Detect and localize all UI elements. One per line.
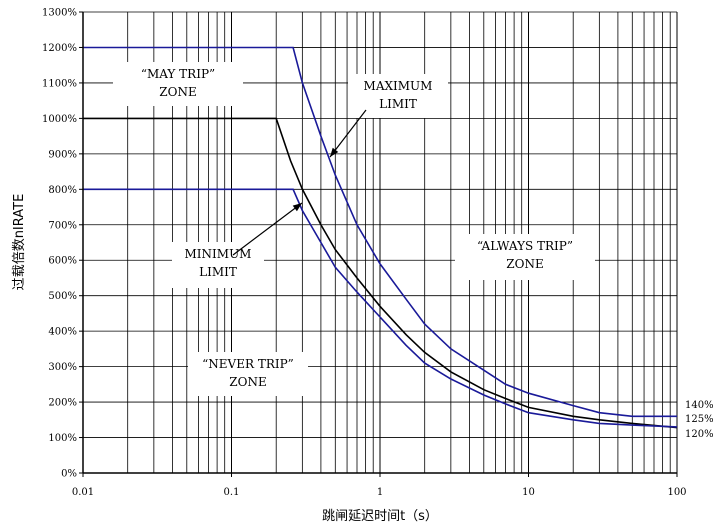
y-tick-label: 900% — [48, 149, 77, 160]
y-tick-label: 400% — [48, 327, 77, 338]
annotation-arrow-line — [232, 202, 303, 256]
minimum-limit-label: MINIMUM — [185, 247, 252, 261]
y-tick-label: 500% — [48, 291, 77, 302]
x-tick-label: 100 — [667, 487, 686, 498]
annotation-arrow-head — [330, 147, 339, 157]
may-trip-zone-label-box — [113, 62, 243, 106]
series-end-label-3: 120% — [685, 429, 713, 440]
annotation-arrow-head — [292, 203, 302, 212]
series-line-2 — [83, 117, 678, 429]
x-tick-labels: 0.01 0.1 1 10 100 — [72, 473, 687, 498]
x-tick-label: 0.1 — [224, 487, 240, 498]
series-layer — [83, 46, 678, 429]
series-line-1 — [83, 46, 677, 418]
may-trip-zone-label: ZONE — [159, 85, 196, 99]
y-tick-label: 0% — [61, 469, 77, 480]
series-line-3 — [83, 188, 678, 428]
always-trip-zone-label: “ALWAYS TRIP” — [477, 239, 573, 253]
y-tick-label: 100% — [48, 433, 77, 444]
never-trip-zone-label: ZONE — [229, 375, 266, 389]
y-tick-label: 200% — [48, 398, 77, 409]
annotations: “MAY TRIP” ZONE MAXIMUM LIMIT MINIMUM LIMIT “A… — [113, 62, 595, 396]
y-tick-label: 1300% — [42, 8, 77, 19]
y-axis-label: 过载倍数nIRATE — [12, 194, 27, 291]
minimum-limit-label: LIMIT — [199, 265, 237, 279]
x-tick-label: 10 — [522, 487, 535, 498]
may-trip-zone-label: “MAY TRIP” — [141, 67, 215, 81]
y-tick-label: 800% — [48, 185, 77, 196]
end-labels: 140% 125% 120% — [685, 400, 713, 440]
y-tick-label: 600% — [48, 256, 77, 267]
y-tick-label: 1200% — [42, 43, 77, 54]
series-end-label-2: 125% — [685, 414, 713, 425]
y-tick-labels: 0% 100% 200% 300% 400% 500% 600% 700% 800% 900% 10… — [42, 8, 83, 480]
series-end-label-1: 140% — [685, 400, 713, 411]
maximum-limit-label-box — [348, 74, 448, 118]
y-tick-label: 1000% — [42, 114, 77, 125]
never-trip-zone-label-box — [188, 352, 308, 396]
always-trip-zone-label-box — [455, 234, 595, 280]
always-trip-zone-label: ZONE — [506, 257, 543, 271]
y-tick-label: 700% — [48, 220, 77, 231]
maximum-limit-label: MAXIMUM — [364, 79, 433, 93]
minimum-limit-label-box — [172, 242, 264, 288]
x-axis-label: 跳闸延迟时间t（s） — [322, 509, 438, 524]
x-tick-label: 1 — [377, 487, 383, 498]
annotation-arrow-line — [329, 109, 367, 158]
never-trip-zone-label: “NEVER TRIP” — [202, 357, 294, 371]
x-tick-label: 0.01 — [72, 487, 94, 498]
y-tick-label: 1100% — [42, 78, 77, 89]
maximum-limit-label: LIMIT — [379, 97, 417, 111]
y-tick-label: 300% — [48, 362, 77, 373]
